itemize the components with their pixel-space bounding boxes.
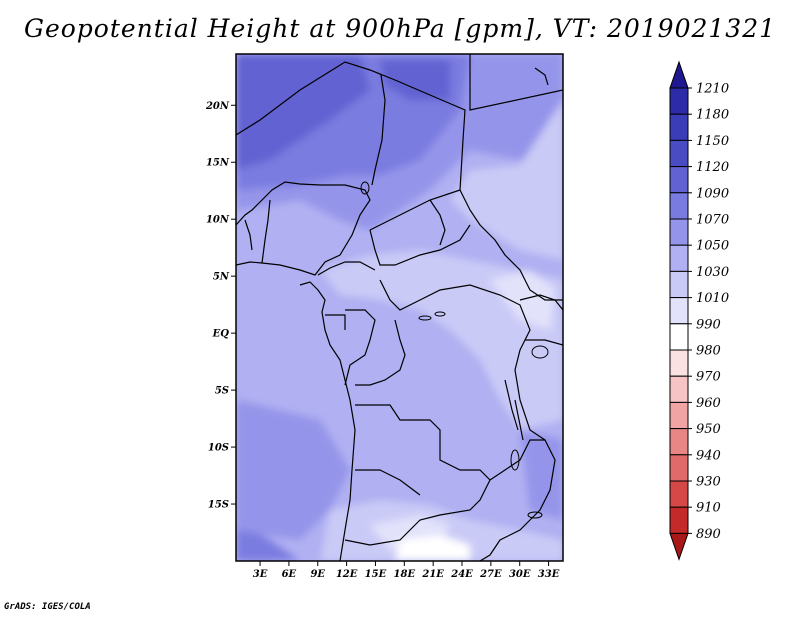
colorbar-bottom-arrow [669, 532, 689, 561]
colorbar-segment [669, 480, 689, 508]
lat-label: 5N [213, 272, 230, 283]
colorbar: 1210 1180 1150 1120 1090 1070 1050 1030 1010 990 9… [669, 60, 729, 561]
lon-label: 9E [310, 569, 325, 580]
colorbar-label: 990 [696, 317, 721, 332]
colorbar-label: 1120 [696, 160, 729, 175]
lon-label: 24E [450, 569, 473, 580]
lakes [360, 181, 549, 519]
lat-label: 20N [205, 101, 230, 112]
colorbar-label: 1070 [696, 213, 729, 228]
geopotential-field [236, 54, 563, 561]
colorbar-label: 980 [696, 344, 721, 359]
colorbar-segment [669, 375, 689, 403]
lon-label: 12E [336, 569, 358, 580]
latitude-axis: 20N 15N 10N 5N EQ 5S 10S 15S [205, 101, 236, 511]
colorbar-segment [669, 192, 689, 220]
colorbar-label: 910 [696, 501, 721, 516]
colorbar-segment [669, 506, 689, 534]
colorbar-label: 1180 [696, 108, 729, 123]
colorbar-segment [669, 244, 689, 272]
colorbar-label: 1150 [696, 134, 729, 149]
colorbar-label: 960 [696, 396, 721, 411]
longitude-axis: 3E 6E 9E 12E 15E 18E 21E 24E 27E 30E 33E [253, 561, 560, 580]
map-frame [235, 53, 564, 562]
colorbar-label: 950 [696, 422, 721, 437]
grads-credit: GrADS: IGES/COLA [4, 602, 91, 612]
colorbar-label: 1090 [696, 186, 729, 201]
lon-label: 27E [479, 569, 502, 580]
lon-label: 15E [365, 569, 387, 580]
colorbar-segment [669, 401, 689, 430]
lon-label: 21E [421, 569, 444, 580]
colorbar-segment [669, 428, 689, 456]
colorbar-label: 1050 [696, 239, 729, 254]
colorbar-top-arrow [669, 60, 689, 89]
lat-label: 5S [215, 386, 229, 397]
colorbar-segment [669, 454, 689, 482]
lat-label: 15S [208, 500, 229, 511]
colorbar-label: 940 [696, 448, 721, 463]
lon-label: 3E [253, 569, 268, 580]
lat-label: 15N [206, 158, 230, 169]
lat-label: EQ [212, 329, 230, 340]
colorbar-segment [669, 166, 689, 194]
colorbar-segment [669, 270, 689, 299]
colorbar-segment [669, 323, 689, 351]
colorbar-label: 1030 [696, 265, 729, 280]
lon-label: 30E [509, 569, 531, 580]
colorbar-label: 970 [696, 370, 721, 385]
lon-label: 18E [394, 569, 416, 580]
colorbar-segment [669, 218, 689, 246]
colorbar-segment [669, 113, 689, 141]
map-title: Geopotential Height at 900hPa [gpm], VT:… [23, 14, 777, 43]
colorbar-label: 930 [696, 475, 721, 490]
colorbar-label: 890 [696, 527, 721, 542]
lat-label: 10N [206, 215, 230, 226]
colorbar-segment [669, 349, 689, 377]
country-borders [236, 54, 563, 561]
lon-label: 33E [538, 569, 560, 580]
lat-label: 10S [208, 443, 229, 454]
colorbar-label: 1010 [696, 291, 729, 306]
colorbar-segment [669, 139, 689, 168]
colorbar-label: 1210 [696, 82, 729, 97]
colorbar-segment [669, 87, 689, 115]
colorbar-segment [669, 297, 689, 325]
lon-label: 6E [282, 569, 297, 580]
